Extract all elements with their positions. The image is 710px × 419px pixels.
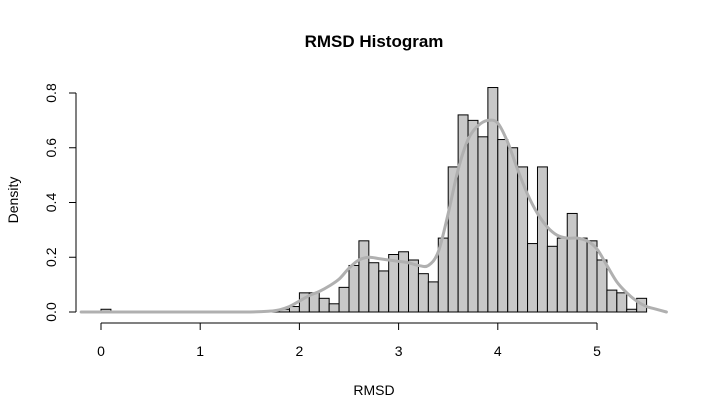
x-axis-label: RMSD — [353, 382, 394, 398]
histogram-bar — [586, 240, 598, 313]
histogram-bar — [576, 237, 588, 313]
histogram-bar — [616, 292, 628, 313]
density-curve — [79, 118, 668, 314]
histogram-bar — [348, 264, 360, 313]
y-tick-label: 0.4 — [43, 193, 59, 213]
histogram-bar — [527, 243, 538, 313]
density-curve-group — [79, 118, 668, 314]
x-tick-label: 3 — [395, 343, 403, 359]
histogram-bar — [536, 166, 548, 313]
histogram-bar — [517, 166, 529, 313]
histogram-bar — [626, 308, 638, 313]
y-axis-label: Density — [5, 177, 21, 224]
histogram-bar — [606, 289, 618, 313]
histogram-bar — [378, 270, 390, 313]
histogram-bar — [417, 273, 429, 313]
histogram-bar — [566, 212, 578, 313]
chart-title: RMSD Histogram — [305, 32, 444, 51]
x-axis: 0 1 2 3 4 5 — [97, 322, 601, 359]
histogram-bar — [477, 136, 489, 313]
y-tick-label: 0.2 — [43, 247, 59, 267]
histogram-bar — [596, 259, 608, 313]
histogram-bar — [497, 139, 509, 313]
y-axis: 0.0 0.2 0.4 0.6 0.8 — [43, 83, 77, 322]
x-tick-label: 0 — [97, 343, 105, 359]
histogram-bars — [100, 87, 648, 313]
y-tick-label: 0.0 — [43, 302, 59, 322]
histogram-bar — [368, 262, 380, 313]
histogram-bar — [328, 303, 340, 313]
y-tick-label: 0.8 — [43, 83, 59, 103]
histogram-bar — [338, 286, 350, 313]
x-tick-label: 5 — [593, 343, 601, 359]
histogram-bar — [546, 245, 558, 313]
histogram-bar — [318, 297, 330, 313]
histogram-bar — [467, 119, 479, 313]
y-tick-label: 0.6 — [43, 138, 59, 158]
x-tick-label: 4 — [494, 343, 502, 359]
histogram-bar — [388, 254, 400, 313]
histogram-bar — [507, 147, 519, 313]
histogram-bar — [358, 240, 370, 313]
histogram-bar — [556, 237, 568, 313]
x-tick-label: 1 — [196, 343, 204, 359]
histogram-bar — [427, 281, 439, 313]
x-tick-label: 2 — [296, 343, 304, 359]
histogram-bar — [408, 259, 419, 313]
